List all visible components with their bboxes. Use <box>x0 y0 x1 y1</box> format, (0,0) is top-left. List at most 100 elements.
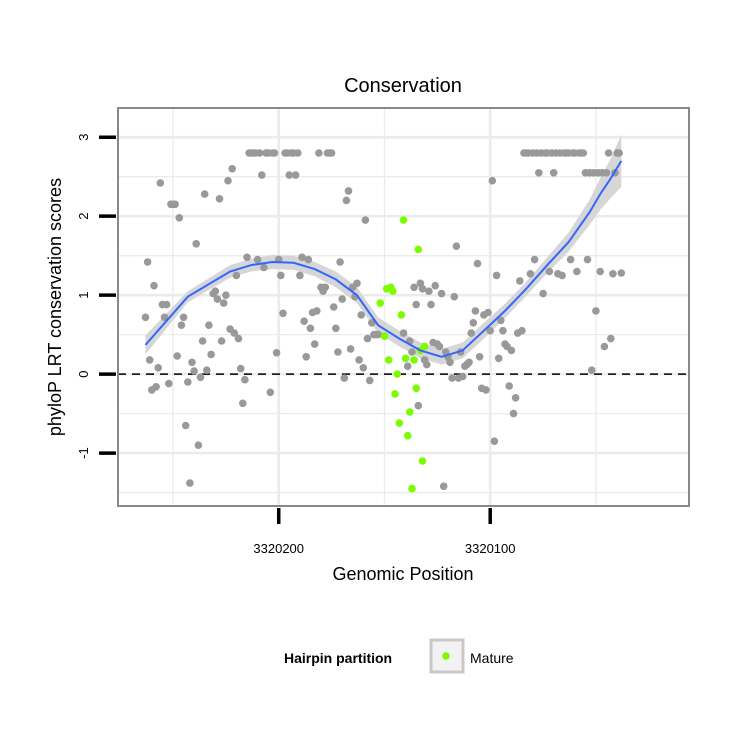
data-point <box>558 271 566 280</box>
data-point <box>171 200 179 209</box>
data-point <box>243 253 251 262</box>
data-point <box>602 169 611 177</box>
x-axis: 3320200 3320100 <box>253 508 516 556</box>
data-point <box>219 299 228 307</box>
data-point <box>431 281 440 290</box>
smooth-trend-line <box>144 160 623 358</box>
data-point <box>260 263 268 272</box>
data-point <box>452 242 461 250</box>
data-point <box>471 307 480 315</box>
legend-key-box <box>429 638 465 674</box>
data-point <box>272 349 281 357</box>
data-point <box>277 271 285 280</box>
data-point <box>334 348 342 356</box>
data-point-mature <box>393 370 402 378</box>
data-point <box>340 374 349 382</box>
data-point <box>357 311 366 319</box>
legend: Hairpin partition Mature <box>284 638 514 674</box>
data-point <box>217 337 226 345</box>
data-point-mature <box>384 356 393 364</box>
data-point <box>165 379 173 388</box>
data-point <box>600 342 609 351</box>
y-axis: -1 0 1 2 3 <box>76 134 116 459</box>
data-point <box>234 334 243 343</box>
data-point <box>439 482 448 491</box>
data-point <box>186 479 194 487</box>
data-point <box>184 378 192 386</box>
data-point <box>587 366 596 375</box>
data-point <box>346 345 355 353</box>
data-point <box>304 255 313 264</box>
data-point <box>607 334 615 343</box>
data-point <box>270 149 279 157</box>
data-point <box>365 376 374 385</box>
data-point <box>475 353 484 361</box>
data-point <box>294 149 302 157</box>
data-point <box>200 190 209 198</box>
data-point <box>211 287 220 296</box>
data-point <box>511 394 520 402</box>
data-point <box>298 253 306 262</box>
data-point <box>410 283 418 292</box>
data-point <box>173 352 181 360</box>
data-point <box>596 267 604 276</box>
data-point <box>374 330 382 339</box>
data-point-mature <box>410 356 418 364</box>
data-point <box>302 353 311 361</box>
data-point <box>435 342 444 351</box>
data-point <box>592 307 600 315</box>
data-point <box>507 346 516 355</box>
data-point <box>516 277 524 285</box>
data-point <box>549 169 558 177</box>
data-point <box>484 308 492 317</box>
data-point <box>465 358 473 367</box>
data-point <box>437 289 446 298</box>
data-point <box>583 255 592 264</box>
data-point <box>177 321 186 330</box>
data-point <box>194 441 203 450</box>
data-point <box>423 360 431 369</box>
data-point-mature <box>412 384 421 393</box>
data-point <box>310 340 319 348</box>
data-point <box>291 171 300 179</box>
data-point <box>224 176 232 185</box>
data-point <box>342 196 351 205</box>
data-point <box>450 292 459 301</box>
data-point <box>617 269 626 277</box>
x-tick-label: 3320100 <box>465 541 516 556</box>
data-point <box>399 329 408 337</box>
data-point <box>615 149 623 157</box>
data-point <box>414 401 423 410</box>
data-point <box>467 329 476 337</box>
data-point-mature <box>420 342 429 351</box>
data-point <box>145 356 154 364</box>
confidence-band <box>145 134 622 365</box>
data-point <box>336 258 344 266</box>
data-point <box>141 313 150 322</box>
data-point <box>332 324 340 333</box>
data-point <box>499 326 507 335</box>
data-point <box>418 285 427 293</box>
data-point <box>469 319 478 327</box>
data-point <box>566 255 575 264</box>
data-point <box>179 313 188 322</box>
data-point <box>162 300 171 309</box>
plot-panel <box>117 107 690 507</box>
data-point <box>255 149 264 157</box>
data-point <box>296 271 304 280</box>
data-point-mature <box>395 419 404 427</box>
data-point <box>494 354 503 363</box>
data-point <box>338 295 347 303</box>
data-point <box>152 383 160 391</box>
data-point <box>488 176 497 185</box>
y-tick-label: 2 <box>76 213 91 220</box>
data-point <box>239 399 247 408</box>
data-point <box>448 374 456 382</box>
data-point <box>213 295 222 303</box>
data-point <box>190 367 198 375</box>
data-point <box>198 337 207 345</box>
y-tick-label: -1 <box>76 447 91 459</box>
data-point <box>545 267 554 276</box>
panel-border <box>117 107 690 507</box>
